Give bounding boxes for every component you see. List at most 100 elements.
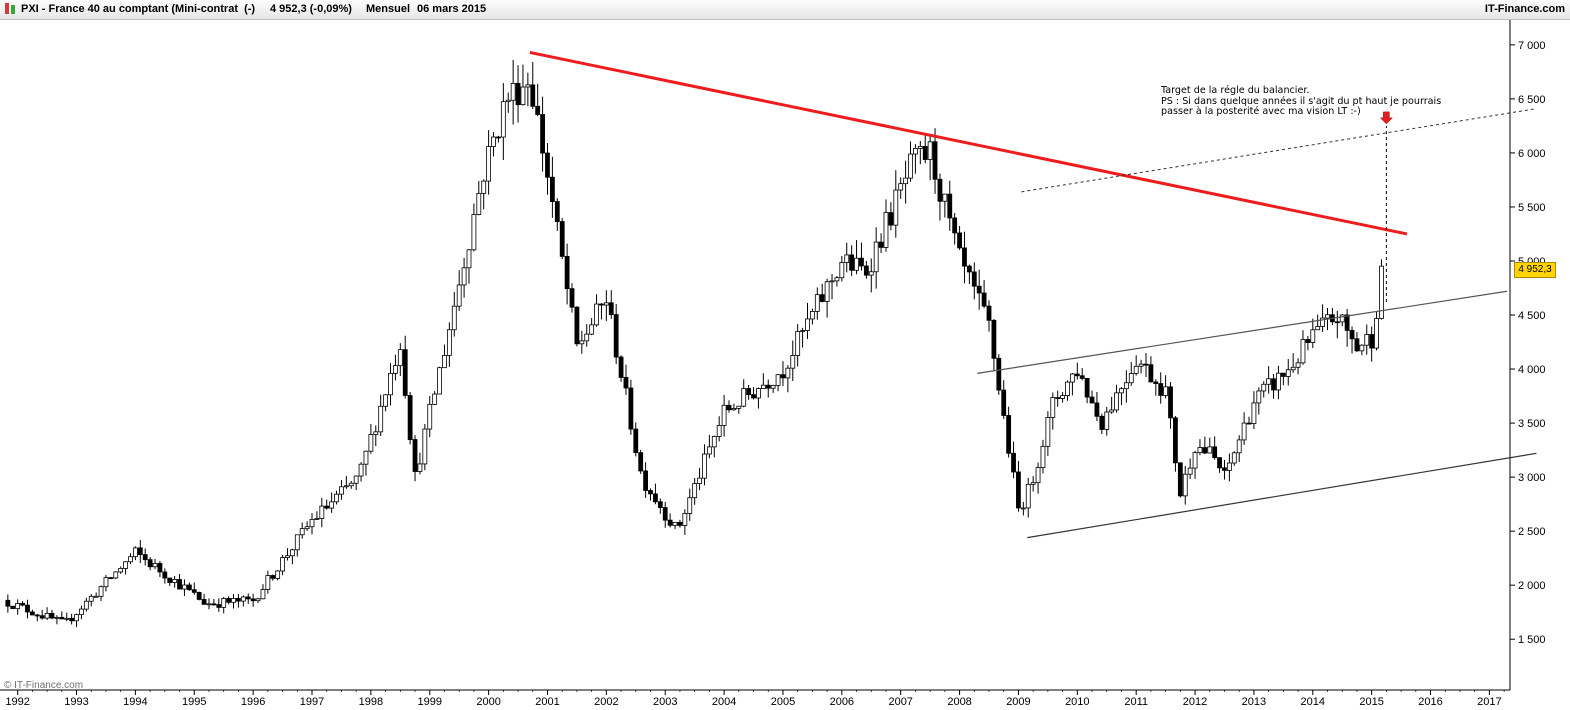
x-tick-label: 2006 — [830, 696, 854, 708]
candle-body — [1315, 326, 1321, 331]
candle-body — [800, 330, 805, 332]
target-line-trendline — [1021, 108, 1537, 193]
candle-body — [1025, 483, 1031, 509]
candle-body — [1369, 334, 1375, 349]
candle-body — [182, 584, 187, 590]
x-tick-label: 1996 — [241, 696, 265, 708]
candle-body — [201, 599, 207, 605]
candle-body — [1290, 366, 1296, 371]
candle-body — [44, 612, 50, 619]
candle-body — [93, 595, 99, 598]
candle-body — [289, 549, 295, 557]
candle-body — [1074, 373, 1080, 377]
x-tick-label: 2013 — [1242, 696, 1266, 708]
x-tick-label: 2015 — [1359, 696, 1383, 708]
candle-body — [1285, 369, 1291, 377]
candle-body — [1344, 314, 1350, 331]
candle-body — [226, 598, 232, 603]
candle-body — [569, 288, 575, 308]
candle-body — [1143, 363, 1149, 366]
candle-body — [446, 329, 452, 356]
candle-body — [1030, 482, 1036, 485]
candle-body — [682, 512, 688, 526]
y-tick-label: 6 500 — [1518, 94, 1546, 106]
candle-body — [878, 241, 884, 248]
candle-body — [255, 598, 261, 602]
x-tick-label: 2017 — [1477, 696, 1501, 708]
candle-body — [751, 394, 756, 399]
candle-body — [157, 563, 163, 573]
candle-body — [270, 575, 276, 579]
candle-body — [819, 294, 825, 302]
candle-body — [339, 486, 344, 495]
candle-body — [123, 561, 128, 569]
brand-label[interactable]: IT-Finance.com — [1484, 3, 1565, 15]
x-tick-label: 1998 — [359, 696, 383, 708]
period-label: Mensuel — [366, 3, 411, 15]
candle-body — [785, 367, 791, 379]
candle-body — [69, 617, 75, 622]
annotation-line-1: Target de la régle du balancier. — [1161, 85, 1310, 96]
candle-body — [731, 408, 737, 411]
candle-body — [545, 152, 550, 178]
candle-body — [83, 600, 89, 610]
candle-body — [59, 616, 65, 620]
candle-body — [1374, 318, 1379, 349]
candle-body — [1094, 402, 1100, 417]
candle-body — [1305, 339, 1311, 343]
candle-body — [952, 217, 958, 234]
candle-body — [476, 193, 482, 215]
candle-body — [1217, 457, 1222, 469]
candle-body — [265, 575, 271, 590]
candle-body — [844, 254, 850, 263]
y-tick-label: 4 500 — [1518, 310, 1546, 322]
candle-body — [1261, 383, 1267, 392]
candle-body — [706, 446, 712, 455]
x-tick-label: 1993 — [64, 696, 88, 708]
candle-body — [564, 255, 570, 290]
candle-body — [388, 372, 393, 396]
copyright-text: © IT-Finance.com — [4, 680, 84, 691]
candle-body — [1177, 462, 1183, 497]
candle-body — [770, 385, 776, 389]
candle-body — [240, 596, 246, 602]
candle-body — [1251, 402, 1257, 424]
candle-body — [976, 285, 982, 294]
candle-body — [756, 388, 761, 399]
candle-body — [1241, 422, 1247, 441]
candle-body — [211, 603, 217, 606]
candle-body — [1236, 439, 1242, 454]
candle-body — [888, 212, 894, 226]
candle-body — [903, 177, 909, 185]
candle-body — [216, 604, 222, 608]
candle-body — [726, 404, 732, 411]
candle-body — [775, 374, 781, 386]
candle-body — [927, 141, 933, 160]
candle-body — [422, 428, 428, 465]
candle-body — [491, 136, 496, 147]
candle-body — [206, 603, 212, 606]
candle-body — [1060, 395, 1065, 399]
candle-body — [280, 557, 285, 572]
candle-body — [64, 617, 70, 620]
candle-body — [481, 180, 487, 194]
candle-body — [412, 439, 418, 472]
candle-body — [147, 559, 153, 568]
x-tick-label: 2009 — [1006, 696, 1030, 708]
candle-body — [1222, 467, 1227, 471]
candle-icon — [5, 3, 9, 14]
candle-body — [1148, 364, 1154, 383]
candle-body — [1089, 396, 1095, 404]
candle-body — [1339, 314, 1345, 323]
candle-body — [1182, 473, 1188, 497]
candle-body — [496, 136, 501, 139]
candle-body — [260, 589, 266, 600]
candle-body — [760, 384, 766, 389]
candle-body — [162, 571, 168, 579]
candle-body — [456, 284, 462, 307]
candle-body — [913, 148, 918, 155]
candle-body — [986, 305, 992, 321]
candle-body — [466, 249, 472, 269]
candle-body — [908, 153, 913, 179]
candle-body — [1035, 467, 1041, 484]
